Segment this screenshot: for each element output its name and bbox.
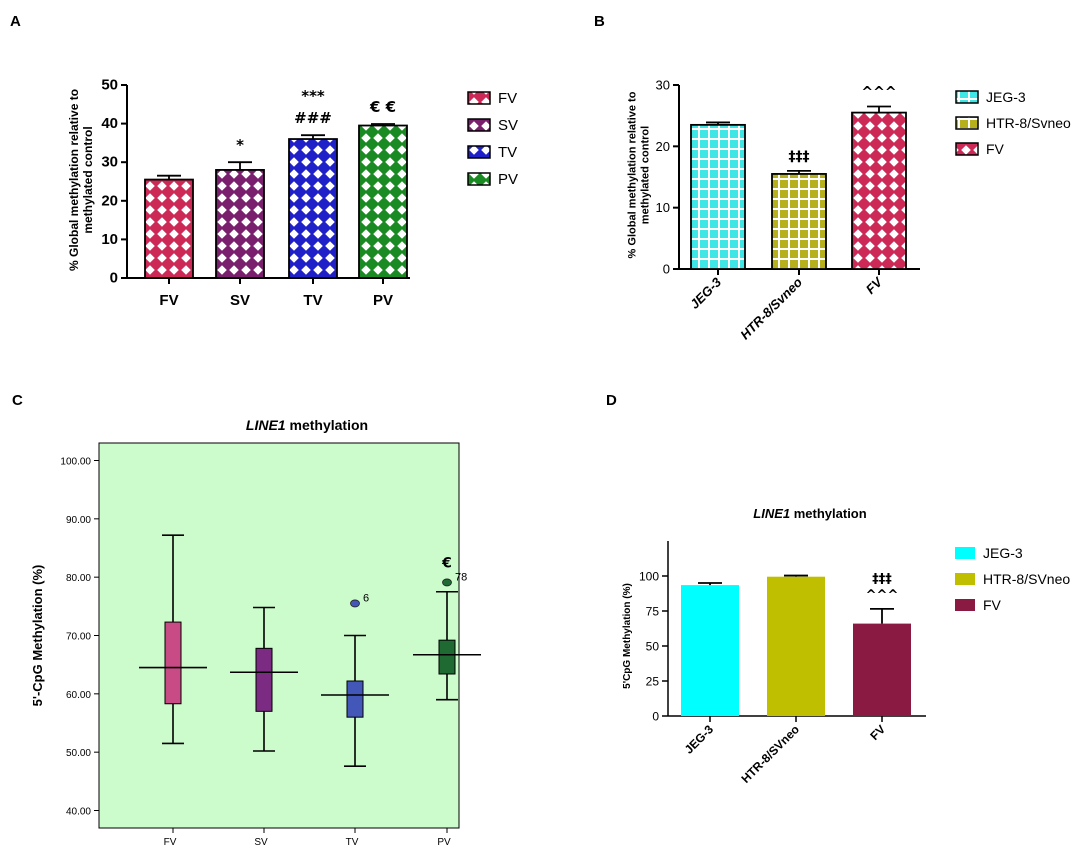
bar-fv	[144, 178, 194, 279]
bar-jeg-3	[690, 123, 746, 270]
x-tick-label-htr-8-svneo: HTR-8/SVneo	[738, 722, 802, 786]
y-tick-label: 10	[656, 200, 670, 215]
bar-fv	[853, 623, 911, 716]
y-tick-label: 75	[646, 605, 660, 619]
y-tick-label: 20	[656, 139, 670, 154]
legend-swatch-tv	[467, 145, 491, 159]
annotation-pv: €	[441, 556, 452, 572]
legend-label-jeg-3: JEG-3	[983, 545, 1023, 561]
outlier-label-tv: 6	[363, 592, 369, 604]
x-tick-label-tv: TV	[303, 292, 322, 309]
x-tick-label-pv: PV	[373, 292, 393, 309]
legend-label-jeg-3: JEG-3	[986, 89, 1026, 105]
y-tick-label: 10	[101, 231, 118, 248]
x-tick-label-jeg-3: JEG-3	[687, 274, 725, 312]
legend-label-fv: FV	[986, 141, 1005, 157]
chart-title: LINE1 methylation	[753, 506, 866, 521]
plot-area	[98, 442, 460, 829]
x-tick-label-htr-8-svneo: HTR-8/Svneo	[737, 274, 805, 342]
legend-swatch-jeg-3	[955, 547, 975, 559]
y-tick-label: 100.00	[60, 457, 91, 468]
annotation-sv: *	[236, 136, 244, 154]
x-tick-label-fv: FV	[164, 837, 177, 848]
y-axis-label: % Global methylation relative tomethylat…	[67, 89, 95, 271]
y-tick-label: 60.00	[66, 690, 91, 701]
panel-a: 0 10 20 30 40 50 FV SV * TV ### *** PV € € % Global me…	[67, 77, 518, 310]
outlier-label-pv: 78	[455, 571, 467, 583]
legend-swatch-fv	[955, 599, 975, 611]
y-tick-label: 30	[656, 78, 670, 93]
y-tick-label: 30	[101, 154, 118, 171]
y-tick-label: 0	[652, 710, 659, 724]
legend-swatch-sv	[467, 118, 491, 132]
y-tick-label: 50	[646, 640, 660, 654]
bar-jeg-3	[681, 585, 739, 716]
y-tick-label: 100	[639, 570, 659, 584]
x-tick-label-sv: SV	[230, 292, 250, 309]
legend-swatch-fv	[467, 91, 491, 105]
x-tick-label-sv: SV	[254, 837, 268, 848]
legend-label-sv: SV	[498, 117, 518, 134]
legend-swatch-jeg-3	[955, 90, 979, 104]
annotation-tv: ***	[301, 87, 325, 105]
legend-swatch-fv	[955, 142, 979, 156]
x-tick-label-pv: PV	[437, 837, 451, 848]
outlier-pv	[442, 578, 452, 587]
annotation-fv: ^^^	[861, 84, 896, 100]
x-tick-label-tv: TV	[346, 837, 359, 848]
legend-swatch-htr-8-svneo	[955, 116, 979, 130]
box-sv	[255, 647, 273, 712]
legend-swatch-pv	[467, 172, 491, 186]
x-tick-label-jeg-3: JEG-3	[682, 722, 717, 757]
legend-label-htr-8-svneo: HTR-8/SVneo	[983, 571, 1070, 587]
y-axis-label: % Global methylation relative tomethylat…	[626, 91, 651, 258]
bar-pv	[358, 124, 408, 279]
panel-letter-a: A	[10, 13, 21, 30]
panel-c: LINE1 methylation 40.00 50.00 60.00 70.00 80.…	[30, 417, 481, 848]
legend-label-fv: FV	[498, 90, 517, 107]
x-tick-label-fv: FV	[867, 722, 888, 743]
chart-title: LINE1 methylation	[246, 417, 368, 433]
y-axis-label: 5'-CpG Methylation (%)	[30, 565, 45, 707]
y-tick-label: 50	[101, 77, 118, 94]
y-tick-label: 90.00	[66, 515, 91, 526]
x-tick-label-fv: FV	[159, 292, 178, 309]
y-tick-label: 0	[110, 270, 118, 287]
panel-letter-c: C	[12, 392, 23, 409]
legend-swatch-htr-8-svneo	[955, 573, 975, 585]
box-tv	[346, 680, 364, 718]
bar-htr-8-svneo	[771, 173, 827, 270]
panel-letter-d: D	[606, 392, 617, 409]
y-tick-label: 0	[663, 262, 670, 277]
y-tick-label: 40.00	[66, 807, 91, 818]
legend-label-tv: TV	[498, 144, 517, 161]
legend-label-htr-8-svneo: HTR-8/Svneo	[986, 115, 1071, 131]
bar-sv	[215, 169, 265, 279]
y-tick-label: 50.00	[66, 748, 91, 759]
annotation-fv: ^^^	[866, 588, 899, 603]
y-tick-label: 25	[646, 675, 660, 689]
annotation-htr-8-svneo: ‡‡‡	[789, 149, 810, 165]
y-tick-label: 70.00	[66, 632, 91, 643]
panel-letter-b: B	[594, 13, 605, 30]
outlier-tv	[350, 599, 360, 608]
bar-tv	[288, 138, 338, 279]
box-fv	[164, 621, 182, 705]
box-pv	[438, 639, 456, 675]
annotation-tv: ###	[294, 109, 332, 127]
panel-d: LINE1 methylation 0 25 50 75 100 JEG-3 HTR-8/SV…	[622, 506, 1070, 786]
y-axis-label: 5'CpG Methylation (%)	[622, 583, 633, 689]
y-tick-label: 80.00	[66, 573, 91, 584]
annotation-pv: € €	[369, 98, 396, 116]
bar-fv	[851, 111, 907, 270]
y-tick-label: 20	[101, 192, 118, 209]
y-tick-label: 40	[101, 115, 118, 132]
panel-b: 0 10 20 30 JEG-3 HTR-8/Svneo ‡‡‡ FV ^^^ % Global …	[626, 78, 1071, 343]
legend-label-fv: FV	[983, 597, 1002, 613]
bar-htr-8-svneo	[767, 576, 825, 716]
x-tick-label-fv: FV	[863, 274, 886, 297]
annotation-fv: ‡‡‡	[872, 572, 892, 587]
legend-label-pv: PV	[498, 171, 518, 188]
